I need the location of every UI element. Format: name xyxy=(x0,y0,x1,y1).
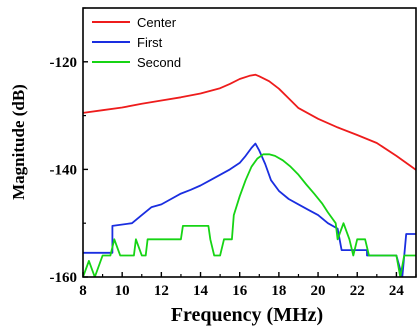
x-tick-label: 12 xyxy=(154,283,169,299)
legend-label-second: Second xyxy=(137,55,181,70)
y-axis-title: Magnitude (dB) xyxy=(9,84,28,200)
x-axis-title: Frequency (MHz) xyxy=(171,304,323,326)
ticks-layer: 8 10 12 14 16 18 20 22 24 -160 -140 -120 xyxy=(50,7,417,299)
x-tick-label: 18 xyxy=(271,283,286,299)
x-tick-label: 20 xyxy=(311,283,326,299)
x-tick-label: 22 xyxy=(350,283,365,299)
legend: Center First Second xyxy=(92,15,181,70)
series-layer xyxy=(83,73,416,277)
y-tick-label: -120 xyxy=(50,55,78,71)
y-tick-label: -160 xyxy=(50,270,78,286)
series-line-first xyxy=(83,142,416,277)
y-tick-label: -140 xyxy=(50,162,78,178)
x-tick-label: 14 xyxy=(193,283,209,299)
x-tick-label: 10 xyxy=(115,283,130,299)
x-tick-label: 8 xyxy=(79,283,87,299)
x-tick-label: 16 xyxy=(232,283,248,299)
legend-label-first: First xyxy=(137,35,163,50)
series-line-second xyxy=(83,153,416,277)
plot-frame xyxy=(82,7,417,278)
series-line-center xyxy=(83,73,416,171)
legend-label-center: Center xyxy=(137,15,177,30)
x-tick-label: 24 xyxy=(389,283,405,299)
